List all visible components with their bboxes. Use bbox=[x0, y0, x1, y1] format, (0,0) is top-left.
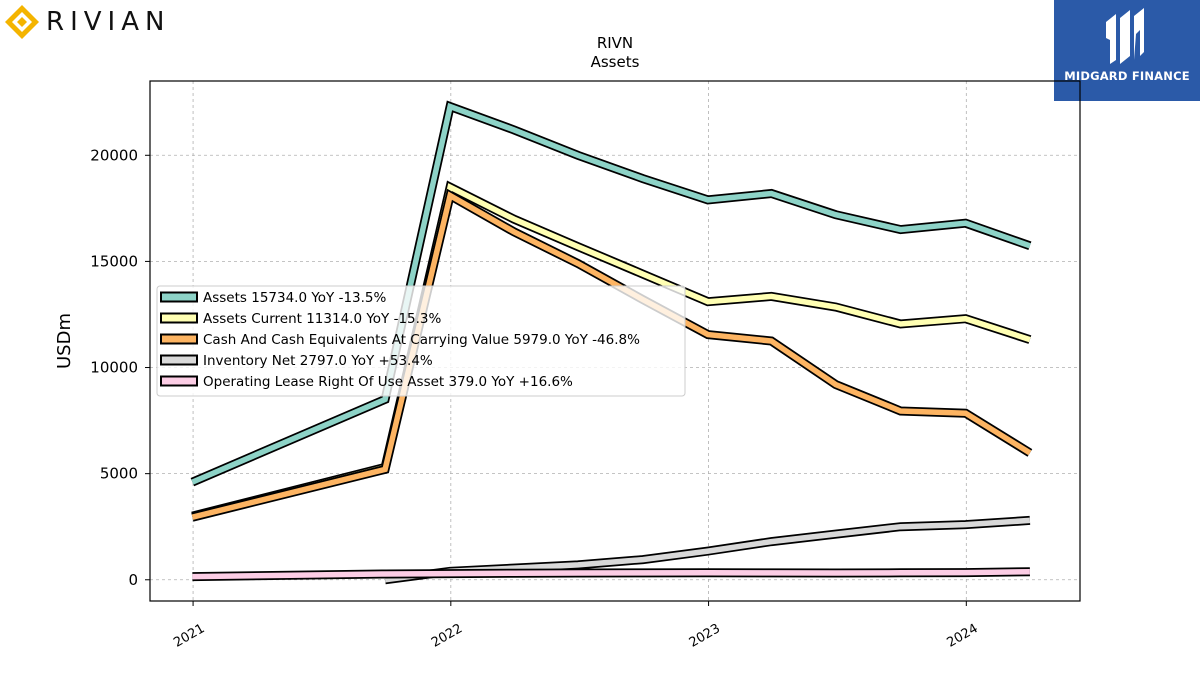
x-tick-label: 2024 bbox=[944, 621, 980, 651]
x-tick-label: 2022 bbox=[429, 621, 465, 651]
legend-item: Cash And Cash Equivalents At Carrying Va… bbox=[160, 332, 640, 348]
legend-label: Assets Current 11314.0 YoY -15.3% bbox=[203, 311, 442, 327]
legend-label: Cash And Cash Equivalents At Carrying Va… bbox=[203, 332, 640, 348]
rivian-logo: RIVIAN bbox=[4, 4, 170, 40]
chart-subtitle: Assets bbox=[591, 53, 640, 71]
legend-swatch bbox=[160, 291, 198, 303]
legend: Assets 15734.0 YoY -13.5% Assets Current … bbox=[156, 285, 686, 397]
midgard-m-icon bbox=[1106, 8, 1144, 64]
y-tick-label: 5000 bbox=[100, 465, 138, 483]
legend-swatch bbox=[160, 312, 198, 324]
legend-item: Assets Current 11314.0 YoY -15.3% bbox=[160, 311, 442, 327]
x-tick-label: 2023 bbox=[687, 621, 723, 651]
legend-label: Inventory Net 2797.0 YoY +53.4% bbox=[203, 353, 433, 369]
y-axis-label: USDm bbox=[54, 313, 75, 369]
rivian-wordmark: RIVIAN bbox=[46, 7, 171, 37]
midgard-brand-text: MIDGARD FINANCE bbox=[1064, 69, 1190, 83]
y-tick-label: 0 bbox=[128, 571, 138, 589]
chart-title: RIVN bbox=[597, 34, 633, 52]
legend-label: Assets 15734.0 YoY -13.5% bbox=[203, 290, 387, 306]
rivian-diamond-icon bbox=[5, 5, 39, 39]
legend-item: Assets 15734.0 YoY -13.5% bbox=[160, 290, 387, 306]
plot-frame bbox=[149, 80, 1081, 602]
x-tick-label: 2021 bbox=[171, 621, 207, 651]
y-tick-label: 10000 bbox=[90, 359, 138, 377]
legend-box bbox=[156, 285, 686, 397]
midgard-finance-logo: MIDGARD FINANCE bbox=[1054, 0, 1200, 101]
series-0 bbox=[190, 100, 1032, 487]
legend-label: Operating Lease Right Of Use Asset 379.0… bbox=[203, 374, 573, 390]
legend-swatch bbox=[160, 333, 198, 345]
legend-item: Inventory Net 2797.0 YoY +53.4% bbox=[160, 353, 433, 369]
y-tick-label: 15000 bbox=[90, 252, 138, 270]
legend-swatch bbox=[160, 354, 198, 366]
legend-item: Operating Lease Right Of Use Asset 379.0… bbox=[160, 374, 573, 390]
y-tick-label: 20000 bbox=[90, 146, 138, 164]
legend-swatch bbox=[160, 375, 198, 387]
series-4 bbox=[192, 567, 1030, 582]
series-line bbox=[192, 568, 1030, 580]
series-line bbox=[191, 102, 1031, 485]
